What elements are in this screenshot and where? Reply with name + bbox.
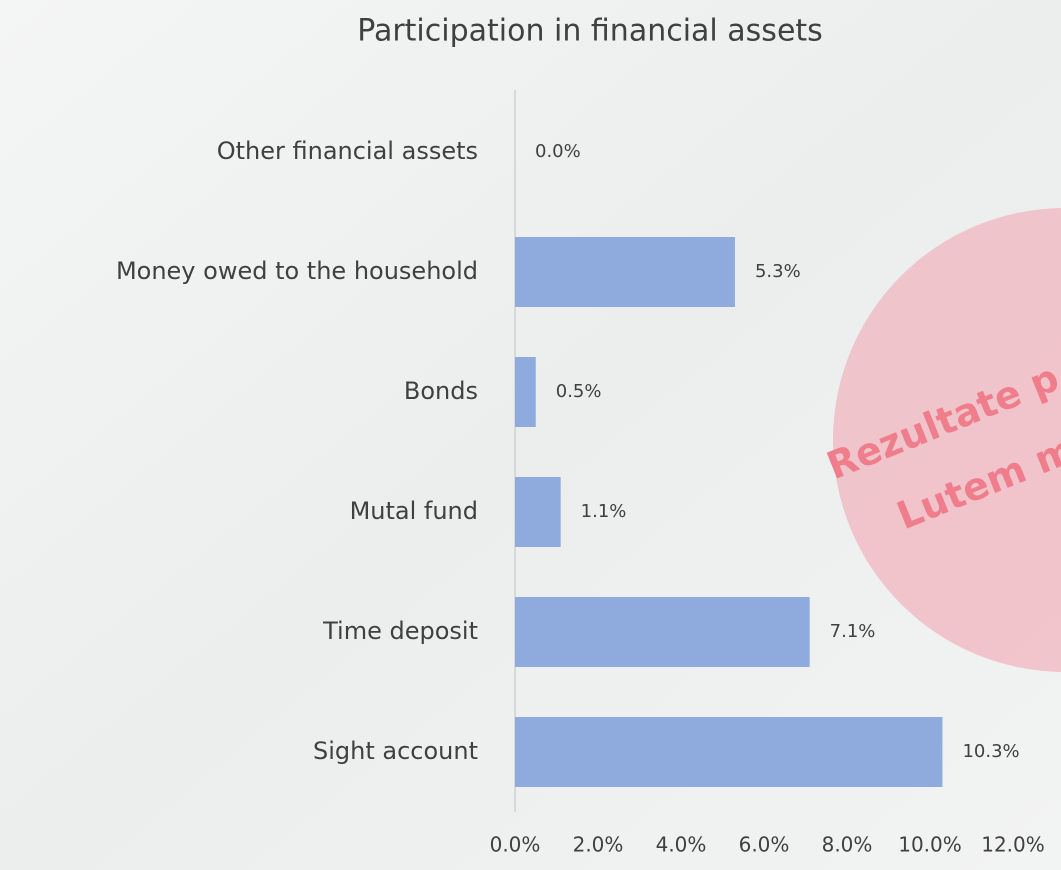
overlay-circle — [833, 208, 1061, 672]
value-label: 10.3% — [962, 741, 1019, 762]
x-tick-label: 6.0% — [739, 833, 790, 857]
value-label: 0.5% — [556, 381, 602, 402]
y-tick-label: Bonds — [404, 377, 478, 405]
y-tick-label: Money owed to the household — [116, 257, 478, 285]
x-tick-label: 12.0% — [981, 833, 1045, 857]
x-tick-label: 2.0% — [573, 833, 624, 857]
bar — [515, 597, 810, 667]
y-tick-label: Other financial assets — [217, 137, 478, 165]
value-label: 7.1% — [830, 621, 876, 642]
bar — [515, 477, 561, 547]
y-tick-label: Time deposit — [322, 617, 478, 645]
value-label: 5.3% — [755, 261, 801, 282]
value-label: 1.1% — [581, 501, 627, 522]
y-tick-label: Sight account — [313, 737, 478, 765]
bar — [515, 717, 943, 787]
x-tick-label: 8.0% — [822, 833, 873, 857]
value-label: 0.0% — [535, 141, 581, 162]
x-tick-label: 4.0% — [656, 833, 707, 857]
y-tick-label: Mutal fund — [350, 497, 478, 525]
x-tick-label: 10.0% — [898, 833, 962, 857]
x-tick-label: 0.0% — [490, 833, 541, 857]
bar — [515, 237, 735, 307]
bar — [515, 357, 536, 427]
chart-title: Participation in financial assets — [357, 14, 823, 49]
